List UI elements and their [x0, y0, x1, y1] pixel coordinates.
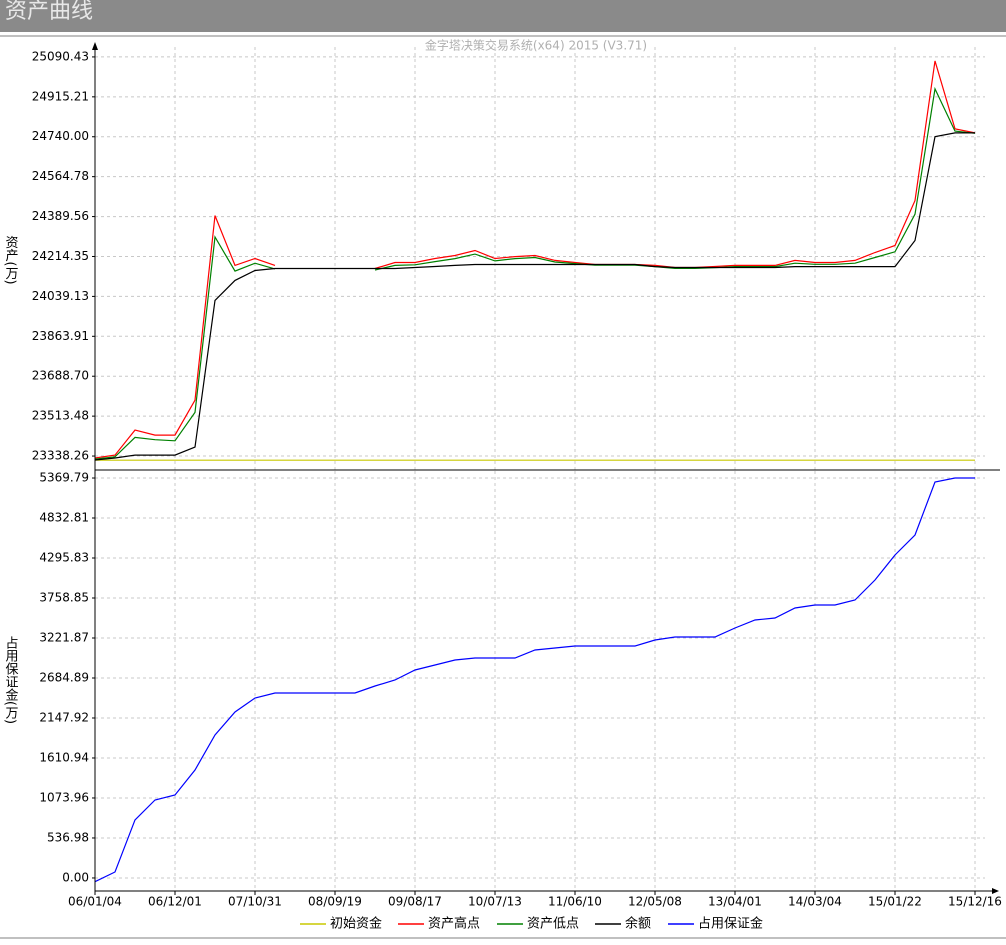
x-tick-label: 12/05/08 [628, 895, 682, 909]
legend-label: 初始资金 [330, 916, 382, 932]
legend-label: 资产高点 [428, 916, 480, 932]
chart-subtitle: 金字塔决策交易系统(x64) 2015 (V3.71) [425, 38, 647, 53]
x-tick-label: 08/09/19 [308, 895, 362, 909]
x-tick-label: 06/01/04 [68, 895, 122, 909]
y-tick-label: 3221.87 [39, 630, 89, 644]
x-tick-label: 13/04/01 [708, 895, 762, 909]
y-tick-label: 2684.89 [39, 670, 89, 684]
y-axis-arrow [92, 42, 98, 50]
legend-label: 资产低点 [527, 917, 579, 932]
y-tick-label: 24915.21 [32, 89, 89, 103]
window-title: 资产曲线 [5, 0, 93, 24]
title-bar [0, 0, 1006, 32]
series-line [94, 132, 975, 461]
legend-label: 余额 [625, 916, 651, 932]
y-tick-label: 5369.79 [39, 471, 89, 485]
x-tick-label: 07/10/31 [228, 895, 282, 909]
series-line [94, 86, 976, 460]
y-axis-label: 资产(万) [3, 235, 19, 284]
x-tick-label: 06/12/01 [148, 895, 202, 909]
y-tick-label: 23688.70 [32, 369, 89, 383]
y-tick-label: 1073.96 [39, 790, 89, 804]
y-tick-label: 24564.78 [32, 169, 89, 183]
y-tick-label: 1610.94 [39, 750, 89, 764]
plots: 25090.43 24915.21 24740.00 24564.78 24389.56… [32, 47, 1002, 909]
y-tick-label: 24214.35 [32, 249, 89, 263]
x-tick-label: 15/12/16 [948, 895, 1002, 909]
y-tick-label: 4295.83 [39, 551, 89, 565]
series-line [94, 477, 975, 883]
x-tick-label: 14/03/04 [788, 895, 842, 909]
y-tick-label: 23513.48 [32, 409, 89, 423]
x-tick-label: 15/01/22 [868, 895, 922, 909]
y-axis-label: 占用保证金(万) [3, 636, 19, 724]
y-tick-label: 23863.91 [32, 329, 89, 343]
x-tick-label: 11/06/10 [548, 895, 602, 909]
x-tick-label: 10/07/13 [468, 895, 522, 909]
legend: 初始资金 资产高点 资产低点 余额 占用保证金 [300, 916, 763, 932]
x-tick-label: 09/08/17 [388, 895, 442, 909]
series-line [94, 60, 976, 459]
y-tick-label: 23338.26 [32, 449, 89, 463]
y-tick-label: 24740.00 [32, 129, 89, 143]
legend-label: 占用保证金 [698, 916, 763, 932]
y-tick-label: 24389.56 [32, 209, 89, 223]
y-tick-label: 4832.81 [39, 511, 89, 525]
y-tick-label: 3758.85 [39, 591, 89, 605]
y-tick-label: 536.98 [47, 830, 89, 844]
y-tick-label: 25090.43 [32, 49, 89, 63]
y-tick-label: 24039.13 [32, 289, 89, 303]
y-tick-label: 2147.92 [39, 710, 89, 724]
y-tick-label: 0.00 [62, 870, 89, 884]
x-axis-arrow [992, 888, 999, 894]
